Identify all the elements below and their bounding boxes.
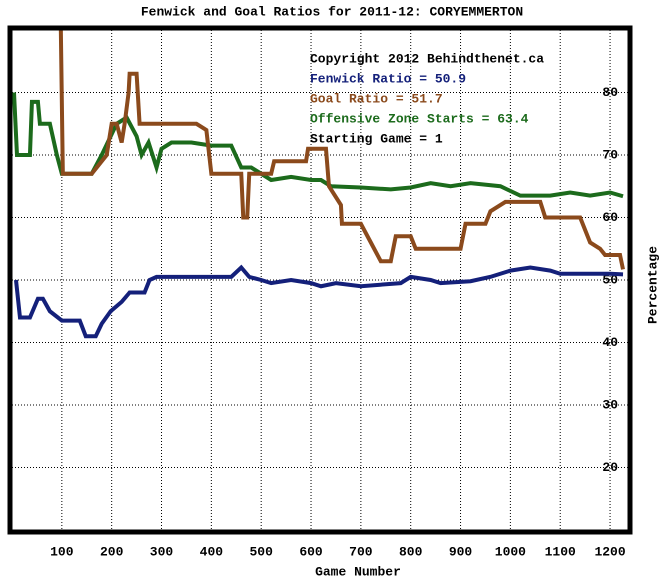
annotation: Goal Ratio = 51.7	[310, 91, 443, 106]
y-axis-label: Percentage	[645, 246, 660, 324]
y-tick-label: 20	[602, 460, 618, 475]
y-tick-label: 80	[602, 85, 618, 100]
x-tick-label: 100	[50, 544, 74, 559]
annotation: Starting Game = 1	[310, 131, 443, 146]
x-tick-label: 1100	[545, 544, 576, 559]
annotation: Fenwick Ratio = 50.9	[310, 71, 466, 86]
x-tick-label: 500	[249, 544, 273, 559]
x-tick-label: 1000	[495, 544, 526, 559]
x-tick-label: 400	[200, 544, 224, 559]
y-tick-label: 70	[602, 147, 618, 162]
x-tick-label: 1200	[594, 544, 625, 559]
y-tick-label: 30	[602, 397, 618, 412]
y-tick-label: 60	[602, 210, 618, 225]
chart-title: Fenwick and Goal Ratios for 2011-12: COR…	[141, 4, 523, 19]
data-line	[58, 29, 625, 270]
plot-border	[7, 25, 633, 535]
x-axis-label: Game Number	[315, 564, 401, 579]
y-tick-label: 50	[602, 272, 618, 287]
annotation: Offensive Zone Starts = 63.4	[310, 111, 529, 126]
x-tick-label: 800	[399, 544, 423, 559]
y-tick-label: 40	[602, 335, 618, 350]
x-tick-label: 600	[299, 544, 323, 559]
x-tick-label: 300	[150, 544, 174, 559]
data-line	[13, 264, 624, 339]
x-tick-label: 900	[449, 544, 473, 559]
data-line	[11, 92, 624, 199]
x-tick-label: 200	[100, 544, 124, 559]
annotation: Copyright 2012 Behindthenet.ca	[310, 51, 544, 66]
x-tick-label: 700	[349, 544, 373, 559]
